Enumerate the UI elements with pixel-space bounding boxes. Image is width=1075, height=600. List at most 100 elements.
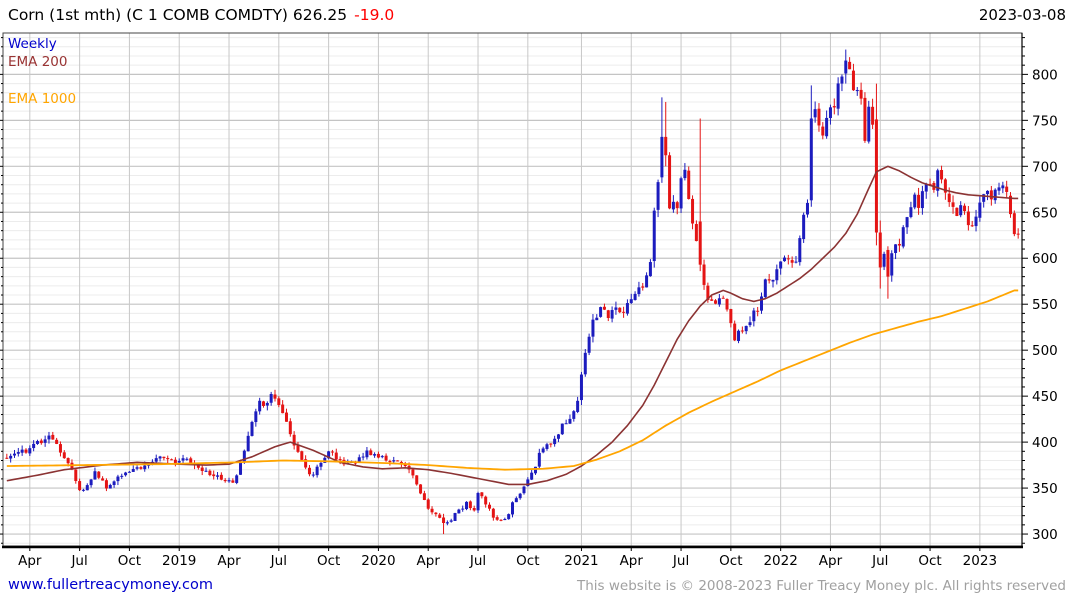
candle-body: [675, 202, 679, 209]
candle-body: [706, 285, 710, 300]
candle-body: [767, 279, 771, 281]
candle-body: [62, 452, 66, 459]
footer-site-link[interactable]: www.fullertreacymoney.com: [8, 577, 213, 593]
candle-body: [250, 421, 254, 436]
candle-body: [648, 262, 652, 277]
candle-body: [97, 471, 101, 478]
candle-body: [277, 398, 281, 405]
candlesticks: [5, 49, 1020, 535]
candle-body: [533, 466, 537, 474]
candle-body: [890, 253, 894, 276]
candle-body: [694, 224, 698, 242]
candle-body: [775, 269, 779, 281]
candle-body: [568, 418, 572, 424]
candle-body: [361, 456, 365, 458]
candle-body: [729, 309, 733, 324]
candle-body: [170, 459, 174, 461]
candle-body: [740, 330, 744, 332]
candle-body: [920, 191, 924, 209]
candle-body: [70, 462, 74, 470]
candle-body: [304, 459, 308, 468]
candle-body: [618, 307, 622, 313]
candle-body: [139, 467, 143, 469]
candle-body: [376, 453, 380, 458]
candle-body: [246, 435, 250, 452]
candle-body: [629, 299, 633, 304]
candle-body: [549, 443, 553, 445]
gridlines-vertical: [29, 33, 981, 546]
candle-body: [871, 106, 875, 125]
candle-body: [652, 210, 656, 262]
x-axis-label: Oct: [317, 553, 340, 569]
candle-body: [327, 451, 331, 459]
candle-body: [886, 249, 890, 277]
candle-body: [284, 412, 288, 422]
candle-body: [587, 336, 591, 353]
candle-body: [901, 227, 905, 247]
candle-body: [101, 478, 105, 481]
candle-body: [449, 520, 453, 522]
candle-body: [641, 286, 645, 288]
legend-item-ema-200: EMA 200: [8, 54, 68, 70]
candle-body: [89, 479, 93, 486]
candle-body: [691, 198, 695, 224]
candle-body: [679, 178, 683, 209]
candle-body: [108, 484, 112, 489]
candle-body: [859, 89, 863, 99]
candle-body: [55, 439, 59, 444]
candle-body: [725, 299, 729, 310]
chart-legend: Weekly EMA 200 EMA 1000: [8, 35, 76, 108]
x-axis-label: Apr: [620, 553, 644, 569]
footer-copyright: This website is © 2008-2023 Fuller Treac…: [577, 578, 1066, 594]
candle-body: [43, 439, 47, 443]
candle-body: [369, 450, 373, 456]
x-axis-label: 2023: [963, 553, 997, 569]
y-axis-label: 350: [1032, 481, 1058, 497]
page-footer: www.fullertreacymoney.com This website i…: [0, 574, 1075, 600]
candle-body: [311, 474, 315, 476]
candle-body: [671, 201, 675, 210]
candle-body: [261, 401, 265, 406]
x-axis-label: Jul: [871, 553, 888, 569]
candle-body: [396, 460, 400, 462]
candle-body: [882, 253, 886, 267]
candle-body: [196, 464, 200, 468]
candle-body: [415, 475, 419, 485]
candle-body: [894, 244, 898, 254]
candle-body: [905, 217, 909, 228]
candle-body: [330, 451, 334, 453]
candle-body: [189, 458, 193, 464]
candle-body: [947, 193, 951, 203]
candle-body: [924, 183, 928, 192]
candle-body: [47, 435, 51, 440]
candle-body: [411, 469, 415, 476]
candle-body: [737, 330, 741, 341]
candle-body: [748, 322, 752, 326]
candle-body: [756, 310, 760, 312]
candle-body: [480, 492, 484, 497]
candle-body: [744, 325, 748, 332]
x-axis-label: Apr: [417, 553, 441, 569]
axis-labels: 300 350 400 450 500 550 600 650 700 750 800 Apr Jul O…: [18, 67, 1058, 569]
candle-body: [181, 458, 185, 461]
candle-body: [986, 190, 990, 195]
chart-change-value: -19.0: [354, 6, 395, 24]
candle-body: [162, 456, 166, 459]
candle-body: [445, 522, 449, 524]
candle-body: [633, 293, 637, 301]
candle-body: [664, 136, 668, 156]
candle-body: [989, 190, 993, 200]
candle-body: [173, 459, 177, 464]
price-chart[interactable]: 300 350 400 450 500 550 600 650 700 750 800 Apr Jul O…: [0, 0, 1075, 574]
candle-body: [484, 496, 488, 505]
candle-body: [855, 90, 859, 92]
candle-body: [235, 475, 239, 483]
candle-body: [380, 456, 384, 458]
candle-body: [281, 404, 285, 414]
candle-body: [143, 465, 147, 470]
candle-body: [5, 457, 9, 459]
candle-body: [58, 444, 62, 453]
candle-body: [867, 106, 871, 142]
candle-body: [828, 107, 832, 119]
y-axis-label: 800: [1032, 67, 1058, 83]
